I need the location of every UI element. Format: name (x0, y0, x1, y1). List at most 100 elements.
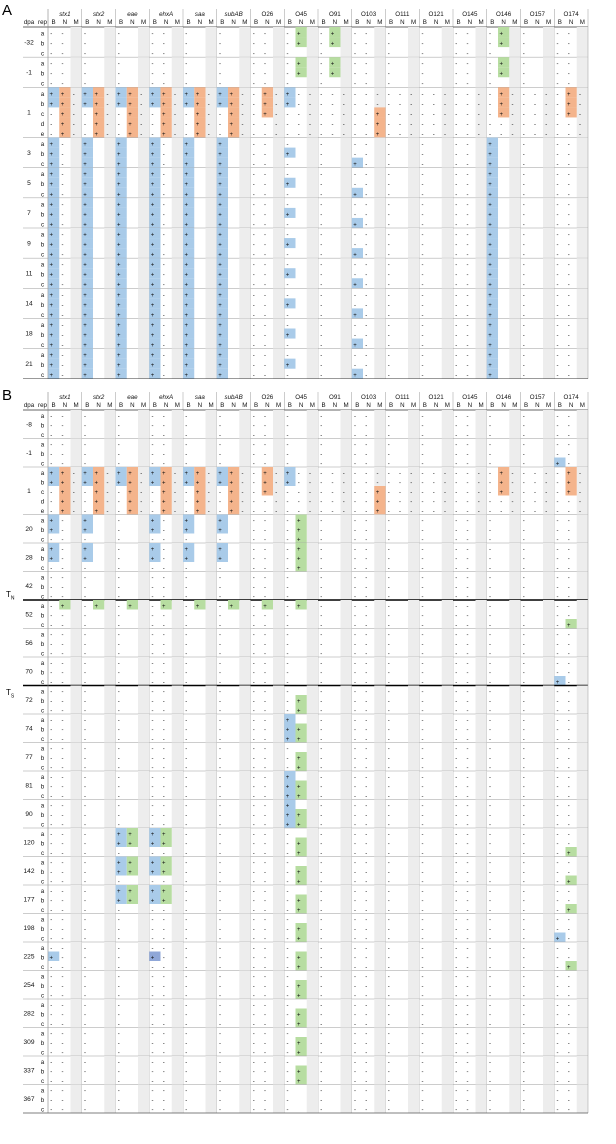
day-block: a - - - - - - - - - - - - - - - - - - - - - -b - - - - - - - - - - - - - - - -… (23, 1084, 588, 1113)
day-block: a + - + + + - + + - - - - - - - - - - + - - -b + - + + + - + + - - + - - - - -… (23, 258, 588, 289)
positive-cell (115, 87, 127, 98)
cell-mark: + (83, 243, 87, 249)
stripe-cell (340, 999, 352, 1028)
positive-cell (351, 248, 363, 259)
cell-mark: - (466, 142, 468, 148)
cell-mark: + (61, 92, 65, 98)
header-group-o145: O145 (462, 394, 478, 401)
cell-mark: - (219, 860, 221, 866)
cell-mark: - (118, 62, 120, 68)
cell-mark: - (286, 955, 288, 961)
cell-mark: - (253, 974, 255, 980)
cell-mark: - (354, 680, 356, 686)
positive-cell (486, 338, 498, 349)
cell-mark: - (264, 537, 266, 543)
cell-mark: - (264, 293, 266, 299)
cell-mark: - (61, 162, 63, 168)
stripe-cell (239, 1027, 251, 1056)
positive-cell (48, 368, 60, 379)
cell-mark: - (556, 42, 558, 48)
positive-cell (126, 495, 138, 505)
cell-mark: - (343, 112, 345, 118)
cell-mark: - (388, 784, 390, 790)
cell-mark: - (523, 102, 525, 108)
stripe-cell (340, 600, 352, 629)
cell-mark: - (523, 253, 525, 259)
cell-mark: - (455, 708, 457, 714)
cell-mark: - (219, 594, 221, 600)
rep-label: b (41, 422, 45, 429)
cell-mark: - (354, 509, 356, 515)
stripe-cell (408, 410, 420, 439)
cell-mark: - (354, 182, 356, 188)
cell-mark: - (61, 461, 63, 467)
cell-mark: - (163, 232, 165, 238)
cell-mark: - (61, 860, 63, 866)
cell-mark: - (61, 936, 63, 942)
cell-mark: - (320, 232, 322, 238)
cell-mark: - (466, 689, 468, 695)
cell-mark: - (421, 1079, 423, 1085)
cell-mark: - (253, 718, 255, 724)
cell-mark: - (354, 1069, 356, 1075)
rep-label: b (41, 1097, 45, 1104)
cell-mark: - (568, 343, 570, 349)
cell-mark: - (365, 323, 367, 329)
cell-mark: - (219, 72, 221, 78)
cell-mark: - (106, 499, 108, 505)
cell-mark: - (523, 889, 525, 895)
cell-mark: - (455, 72, 457, 78)
header-sub-b: B (52, 402, 56, 409)
cell-mark: - (253, 613, 255, 619)
cell-mark: + (488, 142, 492, 148)
cell-mark: - (421, 784, 423, 790)
cell-mark: - (118, 623, 120, 629)
cell-mark: - (320, 604, 322, 610)
rep-label: c (41, 51, 44, 58)
cell-mark: - (545, 92, 547, 98)
header-sub-m: M (377, 19, 382, 26)
cell-mark: - (253, 879, 255, 885)
cell-mark: - (118, 575, 120, 581)
cell-mark: - (163, 1031, 165, 1037)
threshold-label-s: TS (6, 688, 15, 700)
cell-mark: - (388, 689, 390, 695)
cell-mark: - (523, 1041, 525, 1047)
cell-mark: - (388, 313, 390, 319)
cell-mark: - (421, 585, 423, 591)
cell-mark: - (264, 373, 266, 379)
cell-mark: - (489, 547, 491, 553)
cell-mark: - (354, 243, 356, 249)
cell-mark: - (253, 1041, 255, 1047)
cell-mark: - (354, 172, 356, 178)
cell-mark: + (117, 222, 121, 228)
cell-mark: - (556, 756, 558, 762)
cell-mark: - (466, 585, 468, 591)
rep-label: c (41, 793, 44, 800)
cell-mark: - (264, 333, 266, 339)
positive-cell (115, 228, 127, 239)
cell-mark: - (118, 537, 120, 543)
header-sub-b: B (490, 402, 494, 409)
cell-mark: - (185, 62, 187, 68)
cell-mark: - (365, 82, 367, 88)
cell-mark: - (455, 1012, 457, 1018)
cell-mark: - (421, 162, 423, 168)
cell-mark: - (455, 689, 457, 695)
cell-mark: - (286, 433, 288, 439)
cell-mark: - (253, 1069, 255, 1075)
cell-mark: - (286, 461, 288, 467)
header-sub-b: B (355, 19, 359, 26)
cell-mark: - (264, 556, 266, 562)
cell-mark: - (219, 746, 221, 752)
cell-mark: - (556, 423, 558, 429)
cell-mark: - (556, 92, 558, 98)
cell-mark: - (489, 879, 491, 885)
cell-mark: - (253, 192, 255, 198)
stripe-cell (239, 258, 251, 289)
positive-cell (149, 514, 161, 524)
cell-mark: - (320, 965, 322, 971)
cell-mark: - (466, 623, 468, 629)
cell-mark: - (73, 509, 75, 515)
cell-mark: - (286, 232, 288, 238)
